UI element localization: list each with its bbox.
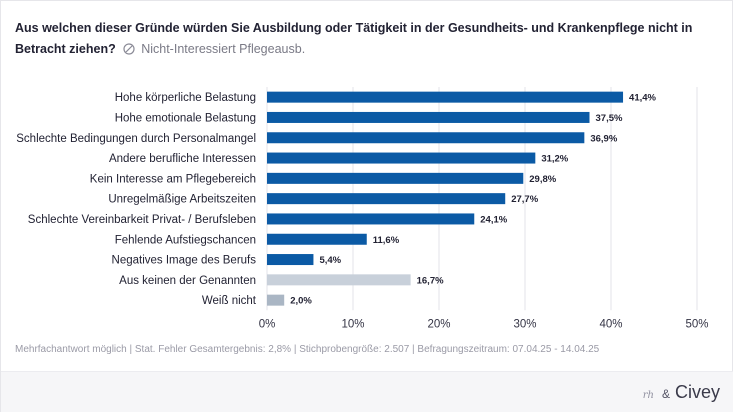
category-label: Aus keinen der Genannten <box>119 275 256 287</box>
rh-logo: rh <box>642 390 654 401</box>
brand-ampersand: & <box>661 387 670 401</box>
value-label: 29,8% <box>529 174 556 185</box>
category-label: Schlechte Vereinbarkeit Privat- / Berufs… <box>28 214 256 226</box>
category-label: Kein Interesse am Pflegebereich <box>90 173 256 185</box>
bar <box>267 172 524 184</box>
bar <box>267 193 506 205</box>
category-label: Negatives Image des Berufs <box>112 255 257 267</box>
question-text: Aus welchen dieser Gründe würden Sie Aus… <box>15 21 693 56</box>
bar <box>267 233 367 245</box>
bar <box>267 213 475 225</box>
x-tick-label: 30% <box>513 318 536 330</box>
category-label: Unregelmäßige Arbeitszeiten <box>108 194 256 206</box>
category-label: Schlechte Bedingungen durch Personalmang… <box>16 133 256 145</box>
value-label: 11,6% <box>373 235 400 246</box>
x-tick-label: 0% <box>259 318 276 330</box>
value-label: 37,5% <box>596 113 623 124</box>
brand-logo: rh & Civey <box>643 382 720 403</box>
civey-logo: Civey <box>674 382 720 402</box>
category-label: Hohe emotionale Belastung <box>115 112 256 124</box>
filter-tag[interactable]: Nicht-Interessiert Pflegeausb. <box>123 42 305 56</box>
value-label: 5,4% <box>319 255 341 266</box>
filter-icon <box>123 43 135 55</box>
value-label: 16,7% <box>417 275 444 286</box>
x-tick-label: 20% <box>427 318 450 330</box>
category-label: Hohe körperliche Belastung <box>115 92 256 104</box>
bar <box>267 294 285 306</box>
category-label: Andere berufliche Interessen <box>109 153 256 165</box>
bar <box>267 152 536 164</box>
x-tick-label: 50% <box>685 318 708 330</box>
value-label: 2,0% <box>290 296 312 307</box>
footer-bar: rh & Civey <box>1 371 733 412</box>
bar-chart: 0% 10% 20% 30% 40% 50% Hohe körperliche Belast… <box>16 87 709 330</box>
value-label: 27,7% <box>511 194 538 205</box>
bar <box>267 254 314 266</box>
bar <box>267 91 624 103</box>
bar <box>267 132 585 144</box>
filter-label: Nicht-Interessiert Pflegeausb. <box>141 42 306 56</box>
value-label: 24,1% <box>480 214 507 225</box>
footnote: Mehrfachantwort möglich | Stat. Fehler G… <box>15 344 600 355</box>
value-label: 31,2% <box>541 154 568 165</box>
bar <box>267 111 590 123</box>
x-tick-label: 10% <box>341 318 364 330</box>
bar <box>267 274 411 286</box>
value-label: 41,4% <box>629 93 656 104</box>
x-tick-label: 40% <box>599 318 622 330</box>
category-label: Weiß nicht <box>202 295 257 307</box>
value-label: 36,9% <box>590 133 617 144</box>
category-label: Fehlende Aufstiegschancen <box>115 234 256 246</box>
chart-title: Aus welchen dieser Gründe würden Sie Aus… <box>15 18 720 60</box>
